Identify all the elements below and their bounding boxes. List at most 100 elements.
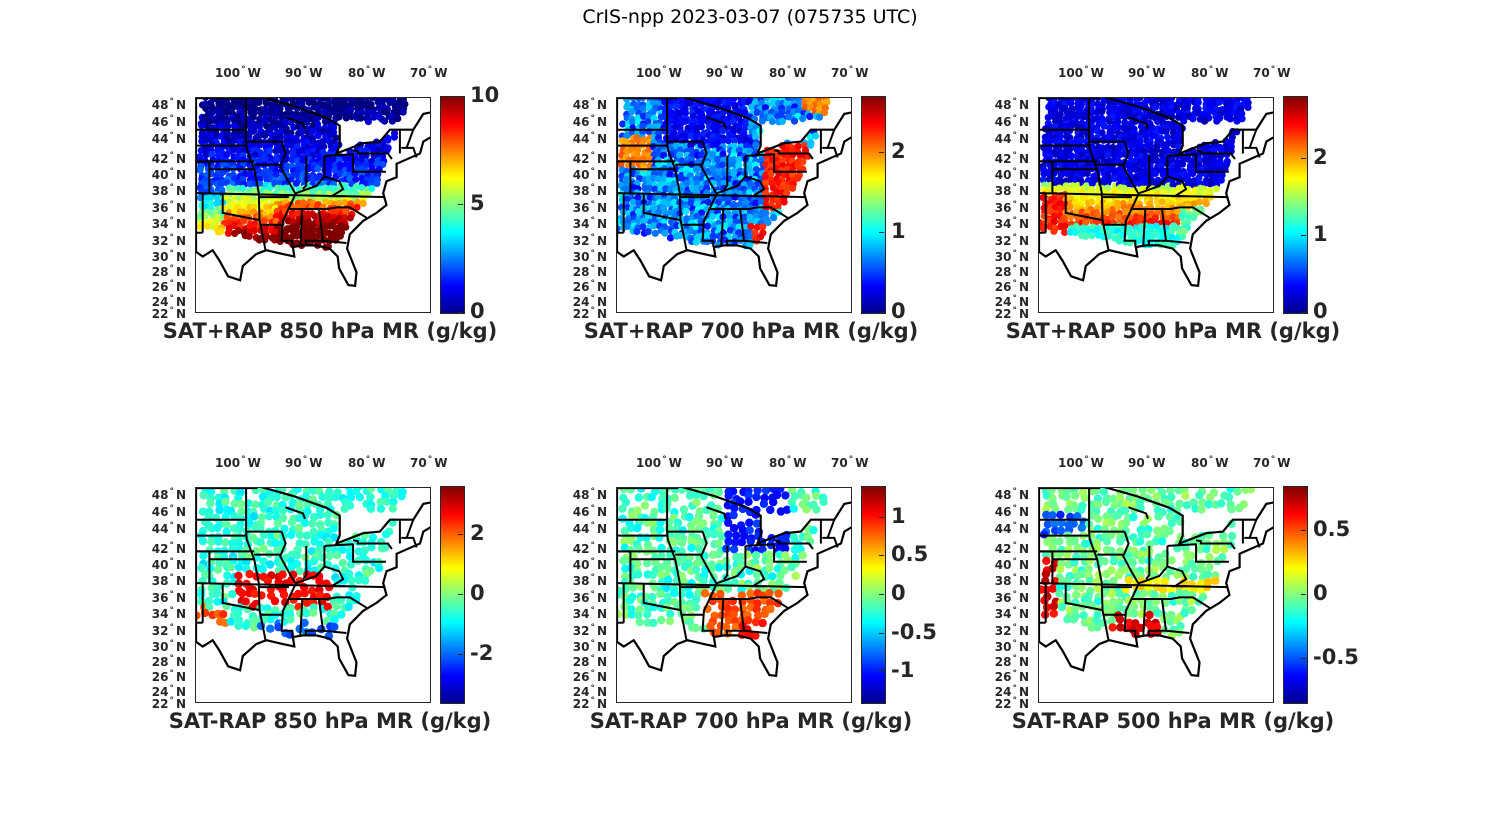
tick-suffix: N — [1018, 115, 1029, 129]
data-point — [358, 184, 366, 192]
colorbar-tick-mark — [879, 594, 884, 595]
longitude-tick-label: 80° W — [348, 455, 385, 470]
data-point — [325, 551, 334, 561]
coastline-border — [617, 488, 851, 678]
data-point — [325, 103, 333, 112]
data-point — [1050, 169, 1058, 177]
tick-value: 36 — [151, 591, 169, 605]
degree-symbol: ° — [169, 487, 174, 497]
tick-value: 28 — [572, 655, 590, 669]
data-point — [1205, 493, 1215, 502]
tick-suffix: N — [596, 558, 607, 572]
tick-value: 34 — [151, 217, 169, 231]
data-point — [215, 151, 223, 160]
tick-value: 32 — [994, 234, 1012, 248]
data-point — [287, 530, 296, 540]
data-point — [823, 98, 831, 106]
tick-suffix: W — [1277, 66, 1291, 80]
data-point — [627, 523, 636, 533]
data-point — [237, 507, 246, 516]
tick-suffix: W — [1152, 66, 1166, 80]
data-point — [1173, 570, 1182, 579]
data-point — [655, 525, 665, 534]
data-point — [383, 146, 391, 154]
tick-suffix: N — [1018, 295, 1029, 309]
longitude-tick-label: 70° W — [1253, 65, 1290, 80]
tick-suffix: N — [596, 152, 607, 166]
tick-suffix: W — [434, 66, 448, 80]
data-point — [199, 491, 208, 500]
data-point — [708, 165, 717, 173]
tick-value: 22 — [151, 697, 169, 711]
data-layer — [196, 488, 407, 641]
data-point — [719, 137, 727, 145]
data-point — [273, 156, 281, 164]
data-point — [752, 212, 761, 220]
data-point — [376, 497, 385, 507]
data-layer — [1039, 488, 1256, 640]
data-point — [748, 103, 756, 111]
tick-suffix: W — [247, 456, 261, 470]
degree-symbol: ° — [1208, 65, 1214, 75]
tick-value: 30 — [994, 640, 1012, 654]
tick-suffix: N — [175, 115, 186, 129]
tick-value: 24 — [572, 295, 590, 309]
data-point — [224, 122, 232, 130]
state-border — [1147, 208, 1168, 247]
data-point — [747, 223, 755, 231]
data-point — [703, 222, 712, 230]
data-point — [338, 558, 348, 568]
tick-value: 26 — [994, 670, 1012, 684]
state-border — [1128, 506, 1149, 520]
latitude-tick-label: 38° N — [995, 182, 1029, 197]
data-point — [1077, 505, 1086, 515]
tick-value: 32 — [572, 234, 590, 248]
data-point — [1088, 179, 1096, 188]
colorbar-tick-label: 1 — [891, 503, 906, 528]
data-point — [1175, 499, 1184, 508]
tick-value: 90 — [706, 456, 723, 470]
data-point — [704, 231, 712, 239]
data-point — [1205, 552, 1214, 562]
data-point — [1114, 203, 1122, 211]
data-point — [384, 136, 392, 144]
data-point — [364, 118, 372, 126]
data-point — [760, 609, 769, 618]
data-point — [1117, 559, 1127, 568]
data-point — [377, 488, 386, 494]
data-point — [1050, 212, 1058, 220]
degree-symbol: ° — [662, 455, 667, 465]
tick-suffix: N — [596, 697, 607, 711]
tick-value: 70 — [1253, 66, 1270, 80]
state-border — [822, 146, 839, 158]
data-point — [633, 227, 641, 236]
data-point — [1195, 545, 1205, 554]
data-point — [207, 217, 215, 225]
latitude-tick-label: 34° N — [573, 605, 607, 620]
data-point — [1041, 550, 1051, 559]
data-point — [1071, 491, 1080, 500]
data-point — [1077, 569, 1087, 579]
data-point — [730, 98, 738, 102]
data-point — [360, 546, 369, 555]
data-point — [1105, 117, 1113, 125]
data-point — [763, 98, 771, 102]
data-point — [229, 103, 237, 112]
data-point — [344, 602, 353, 612]
data-point — [1065, 146, 1074, 154]
data-point — [1093, 494, 1103, 503]
latitude-tick-label: 42° N — [152, 150, 186, 165]
data-point — [294, 589, 303, 599]
state-border — [1039, 582, 1228, 589]
data-point — [648, 570, 657, 580]
data-point — [635, 208, 643, 216]
latitude-tick-label: 22° N — [995, 305, 1029, 320]
data-point — [669, 538, 679, 547]
latitude-tick-labels: 48° N 46° N 44° N 42° N 40° N 38° N 36° N 34° N 32° N 30° N… — [140, 97, 192, 320]
data-point — [710, 530, 719, 539]
colorbar-tick-mark — [1301, 312, 1306, 313]
state-border — [405, 519, 415, 539]
data-point — [329, 524, 338, 533]
data-point — [639, 122, 647, 130]
data-point — [1187, 605, 1196, 615]
